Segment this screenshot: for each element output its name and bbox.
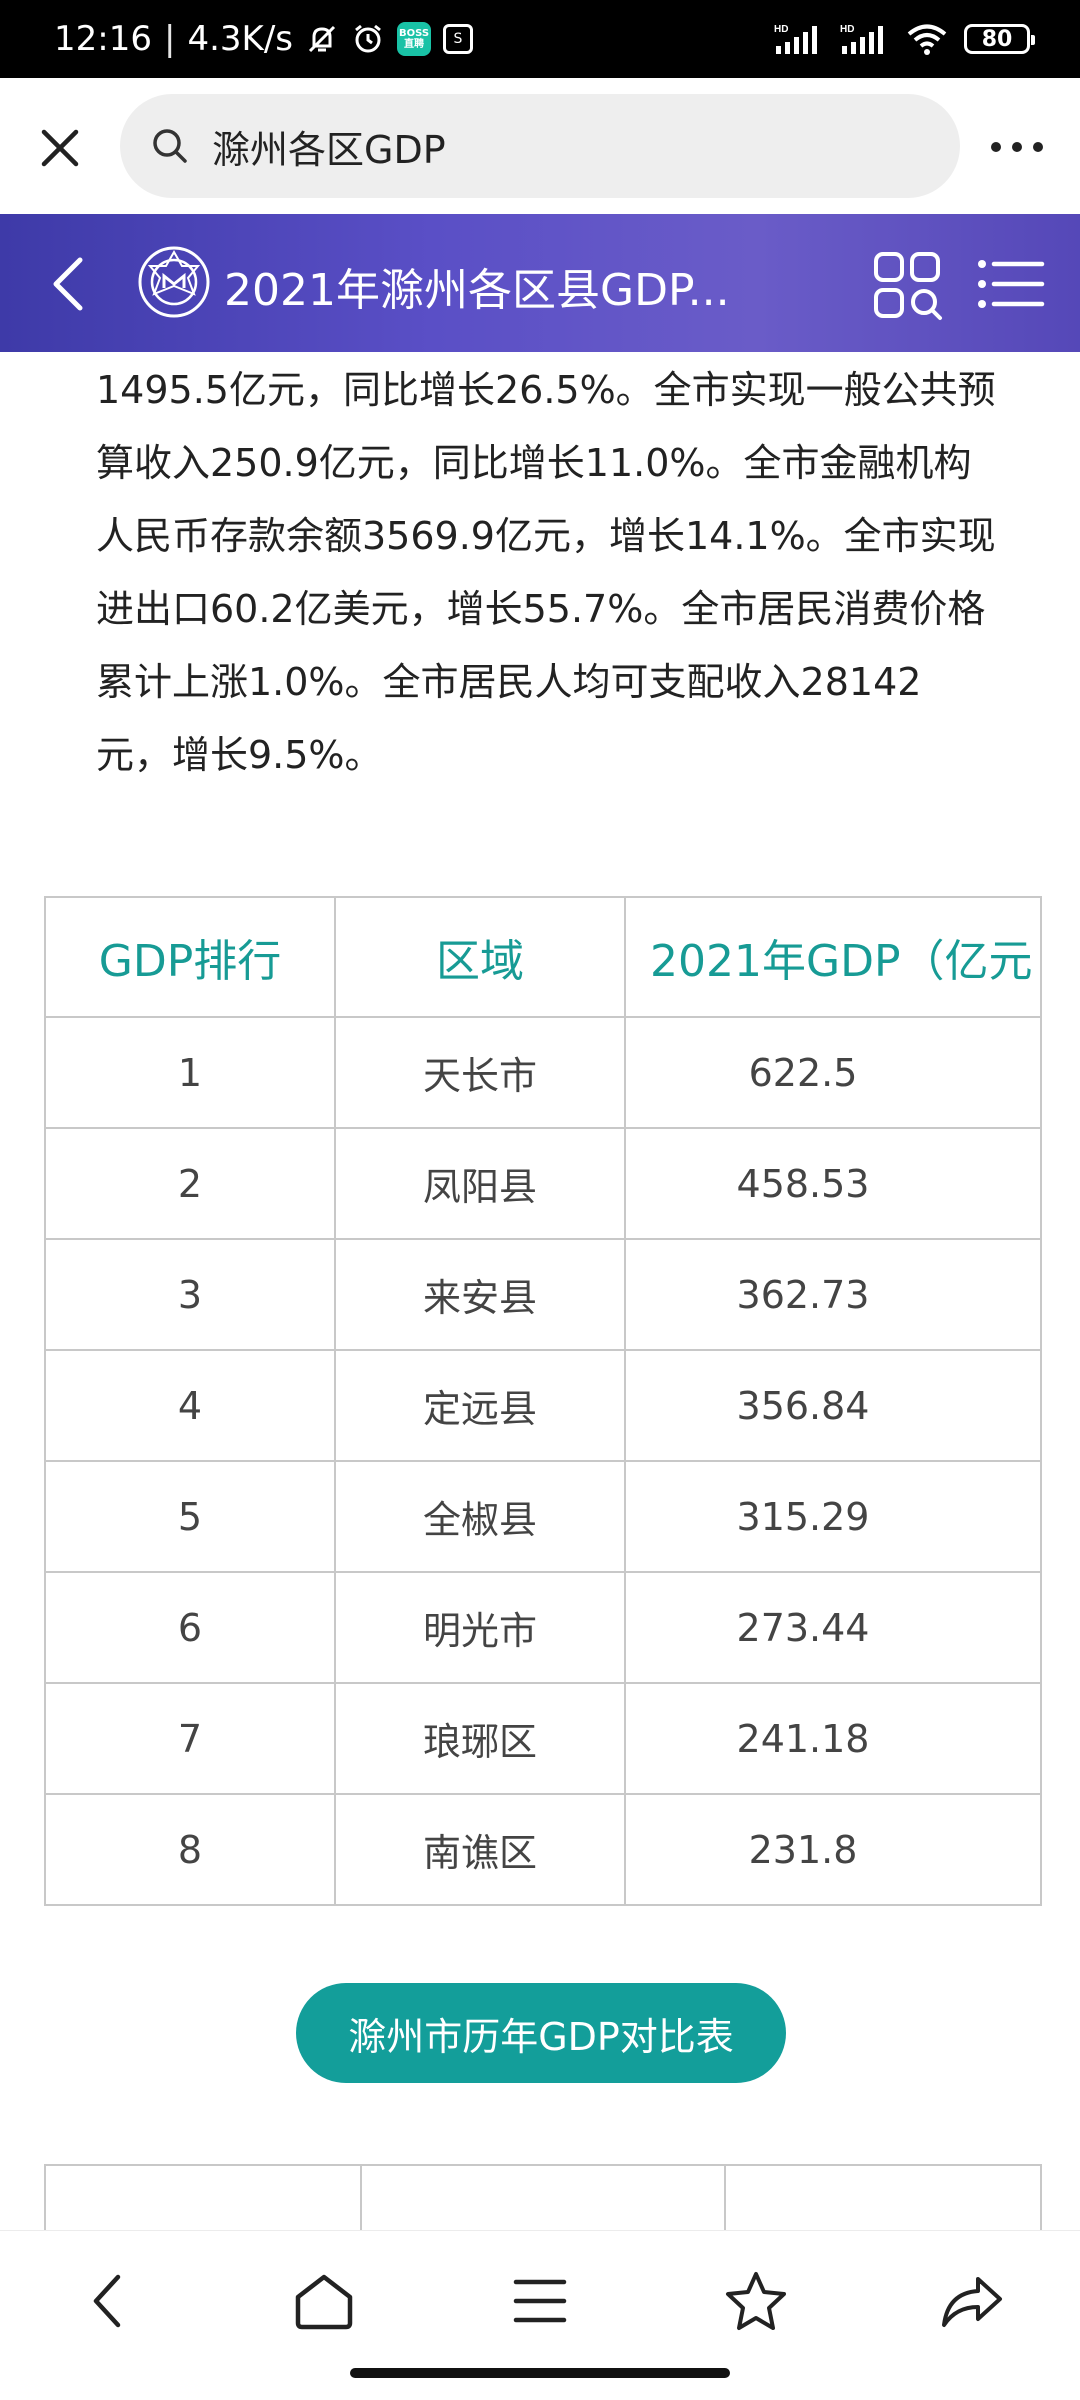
nav-share-button[interactable] (932, 2261, 1012, 2341)
gdp-cell: 315.29 (624, 1460, 1042, 1573)
gdp-cell: 362.73 (624, 1238, 1042, 1351)
alarm-icon (351, 22, 385, 56)
region-cell: 南谯区 (334, 1793, 626, 1906)
search-input[interactable]: 滁州各区GDP (120, 94, 960, 198)
region-cell: 来安县 (334, 1238, 626, 1351)
menu-icon (978, 260, 1045, 308)
home-icon (295, 2274, 353, 2330)
nav-back-button[interactable] (68, 2261, 148, 2341)
svg-text:HD: HD (774, 24, 788, 35)
signal-1-icon: HD (774, 22, 824, 56)
signal-2-icon: HD (840, 22, 890, 56)
rank-cell: 8 (44, 1793, 336, 1906)
gdp-cell: 356.84 (624, 1349, 1042, 1462)
table-row: 7 琅琊区 241.18 (44, 1682, 1042, 1795)
table-row: 6 明光市 273.44 (44, 1571, 1042, 1684)
home-indicator (350, 2368, 730, 2378)
header-region: 区域 (334, 896, 626, 1018)
battery-level: 80 (981, 26, 1013, 52)
rank-cell: 1 (44, 1016, 336, 1129)
boss-app-icon: BOSS 直聘 (397, 22, 431, 56)
nav-home-button[interactable] (284, 2261, 364, 2341)
nav-favorite-button[interactable] (716, 2261, 796, 2341)
close-button[interactable] (30, 118, 90, 178)
grid-search-button[interactable] (872, 250, 944, 322)
svg-text:HD: HD (840, 24, 854, 35)
rank-cell: 6 (44, 1571, 336, 1684)
gdp-cell: 241.18 (624, 1682, 1042, 1795)
menu-button[interactable] (976, 254, 1046, 314)
header-gdp: 2021年GDP（亿元 (624, 896, 1042, 1018)
more-button[interactable] (982, 122, 1052, 172)
table-row: 4 定远县 356.84 (44, 1349, 1042, 1462)
site-logo-icon (136, 244, 212, 320)
back-button[interactable] (40, 254, 96, 314)
nav-menu-button[interactable] (500, 2261, 580, 2341)
table-row: 1 天长市 622.5 (44, 1016, 1042, 1129)
wifi-icon (906, 22, 948, 56)
article-paragraph: 1495.5亿元，同比增长26.5%。全市实现一般公共预算收入250.9亿元，同… (96, 368, 996, 777)
gdp-ranking-table: GDP排行 区域 2021年GDP（亿元 1 天长市 622.5 2 凤阳县 4… (44, 896, 1042, 1906)
rank-cell: 2 (44, 1127, 336, 1240)
table-row: 5 全椒县 315.29 (44, 1460, 1042, 1573)
battery-icon: 80 (964, 24, 1035, 54)
region-cell: 天长市 (334, 1016, 626, 1129)
status-time: 12:16 (54, 19, 152, 59)
article-title: 2021年滁州各区县GDP... (224, 265, 730, 316)
gdp-cell: 273.44 (624, 1571, 1042, 1684)
table-row: 8 南谯区 231.8 (44, 1793, 1042, 1906)
table-header-row: GDP排行 区域 2021年GDP（亿元 (44, 896, 1042, 1018)
close-icon (41, 129, 79, 167)
region-cell: 全椒县 (334, 1460, 626, 1573)
star-icon (726, 2272, 786, 2330)
region-cell: 定远县 (334, 1349, 626, 1462)
rank-cell: 5 (44, 1460, 336, 1573)
region-cell: 凤阳县 (334, 1127, 626, 1240)
mute-bell-icon (305, 22, 339, 56)
hamburger-icon (513, 2279, 567, 2323)
status-bar: 12:16 | 4.3K/s BOSS 直聘 S HD HD 80 (0, 0, 1080, 78)
rank-cell: 7 (44, 1682, 336, 1795)
gdp-cell: 622.5 (624, 1016, 1042, 1129)
rank-cell: 4 (44, 1349, 336, 1462)
rank-cell: 3 (44, 1238, 336, 1351)
search-query: 滁州各区GDP (212, 127, 446, 172)
status-right: HD HD 80 (774, 22, 1035, 56)
region-cell: 明光市 (334, 1571, 626, 1684)
back-arrow-icon (53, 257, 83, 311)
table-row: 2 凤阳县 458.53 (44, 1127, 1042, 1240)
table-row: 3 来安县 362.73 (44, 1238, 1042, 1351)
app-notification-icon: S (443, 24, 473, 54)
grid-search-icon (874, 252, 942, 320)
search-header: 滁州各区GDP (0, 78, 1080, 214)
region-cell: 琅琊区 (334, 1682, 626, 1795)
chevron-left-icon (93, 2274, 121, 2328)
article-title-bar: 2021年滁州各区县GDP... (0, 214, 1080, 352)
share-icon (942, 2277, 1002, 2327)
status-left: 12:16 | 4.3K/s BOSS 直聘 S (54, 19, 473, 59)
gdp-cell: 458.53 (624, 1127, 1042, 1240)
header-rank: GDP排行 (44, 896, 336, 1018)
status-speed: 4.3K/s (187, 19, 293, 59)
history-gdp-section-button[interactable]: 滁州市历年GDP对比表 (296, 1983, 786, 2083)
gdp-cell: 231.8 (624, 1793, 1042, 1906)
more-icon (991, 142, 1043, 152)
search-icon (153, 129, 187, 163)
status-separator: | (163, 19, 176, 59)
